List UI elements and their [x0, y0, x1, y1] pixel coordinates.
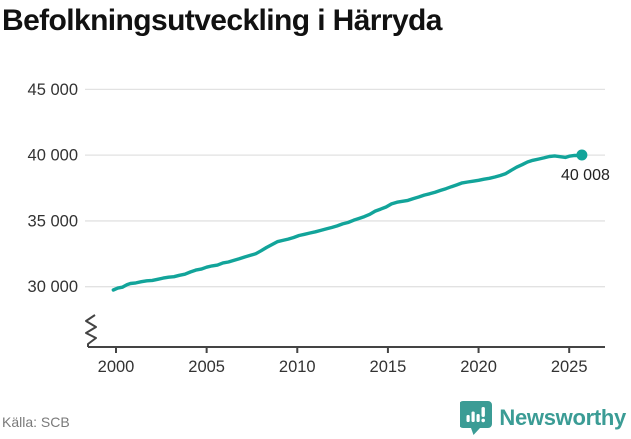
y-axis-tick-label: 35 000 — [28, 212, 78, 230]
y-axis-tick-label: 45 000 — [28, 81, 78, 99]
source-label: Källa: SCB — [2, 414, 70, 430]
latest-value-label: 40 008 — [561, 167, 610, 184]
chart-title: Befolkningsutveckling i Härryda — [2, 4, 442, 37]
x-axis-tick-label: 2005 — [188, 358, 225, 376]
chart-footer: Källa: SCB Newsworthy — [0, 399, 631, 439]
y-axis-tick-label: 30 000 — [28, 278, 78, 296]
x-axis-tick-label: 2000 — [98, 358, 135, 376]
newsworthy-logo[interactable]: Newsworthy — [460, 400, 626, 435]
x-axis-tick-label: 2025 — [551, 358, 588, 376]
x-axis-tick-label: 2020 — [460, 358, 497, 376]
latest-value-marker — [576, 149, 588, 161]
y-axis-break-icon — [85, 314, 97, 347]
newsworthy-bubble-chart-icon — [460, 401, 493, 435]
x-axis-tick-label: 2010 — [279, 358, 316, 376]
y-axis-tick-label: 40 000 — [28, 147, 78, 165]
x-axis-tick-label: 2015 — [370, 358, 407, 376]
newsworthy-wordmark: Newsworthy — [499, 404, 626, 430]
population-series-line — [111, 153, 584, 292]
